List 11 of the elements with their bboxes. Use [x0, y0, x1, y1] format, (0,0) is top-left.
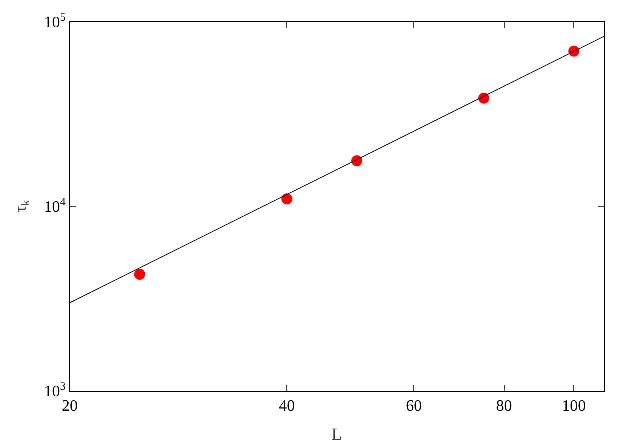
x-tick-label: 100: [562, 398, 586, 416]
y-tick-label: 10$^{4}$: [44, 196, 66, 216]
point: [352, 155, 363, 166]
x-tick-label: 80: [496, 398, 512, 416]
x-tick-label: 40: [279, 398, 296, 416]
y-tick-label: 10$^{5}$: [44, 12, 66, 32]
x-axis-title: L: [332, 425, 342, 444]
x-tick-label: 60: [406, 398, 422, 416]
y-tick-label: 10$^{3}$: [44, 380, 66, 401]
x-tick-label: 20: [62, 398, 78, 416]
point: [134, 269, 146, 280]
